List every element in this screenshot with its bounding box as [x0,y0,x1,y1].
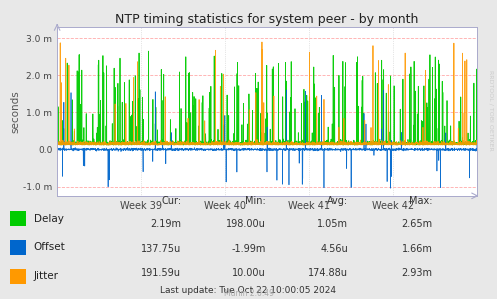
Text: Avg:: Avg: [327,196,348,206]
Text: 2.65m: 2.65m [401,219,432,229]
Title: NTP timing statistics for system peer - by month: NTP timing statistics for system peer - … [115,13,419,26]
Text: 2.19m: 2.19m [151,219,181,229]
Text: Jitter: Jitter [34,271,59,281]
Text: Min:: Min: [245,196,266,206]
Text: 174.88u: 174.88u [308,268,348,278]
Bar [10,269,26,283]
Text: Last update: Tue Oct 22 10:00:05 2024: Last update: Tue Oct 22 10:00:05 2024 [161,286,336,295]
Text: Munin 2.0.49: Munin 2.0.49 [224,289,273,298]
Text: 1.66m: 1.66m [402,244,432,254]
Y-axis label: seconds: seconds [10,90,20,133]
Text: Cur:: Cur: [162,196,181,206]
Text: Delay: Delay [34,213,64,224]
Text: 10.00u: 10.00u [232,268,266,278]
Bar [10,211,26,226]
Text: 1.05m: 1.05m [317,219,348,229]
Text: 137.75u: 137.75u [141,244,181,254]
Text: -1.99m: -1.99m [232,244,266,254]
Text: Max:: Max: [409,196,432,206]
Text: RRDTOOL / TOBI OETIKER: RRDTOOL / TOBI OETIKER [489,70,494,151]
Text: Offset: Offset [34,242,66,252]
Text: 4.56u: 4.56u [320,244,348,254]
Text: 198.00u: 198.00u [226,219,266,229]
Text: 2.93m: 2.93m [402,268,432,278]
Bar [10,240,26,255]
Text: 191.59u: 191.59u [142,268,181,278]
